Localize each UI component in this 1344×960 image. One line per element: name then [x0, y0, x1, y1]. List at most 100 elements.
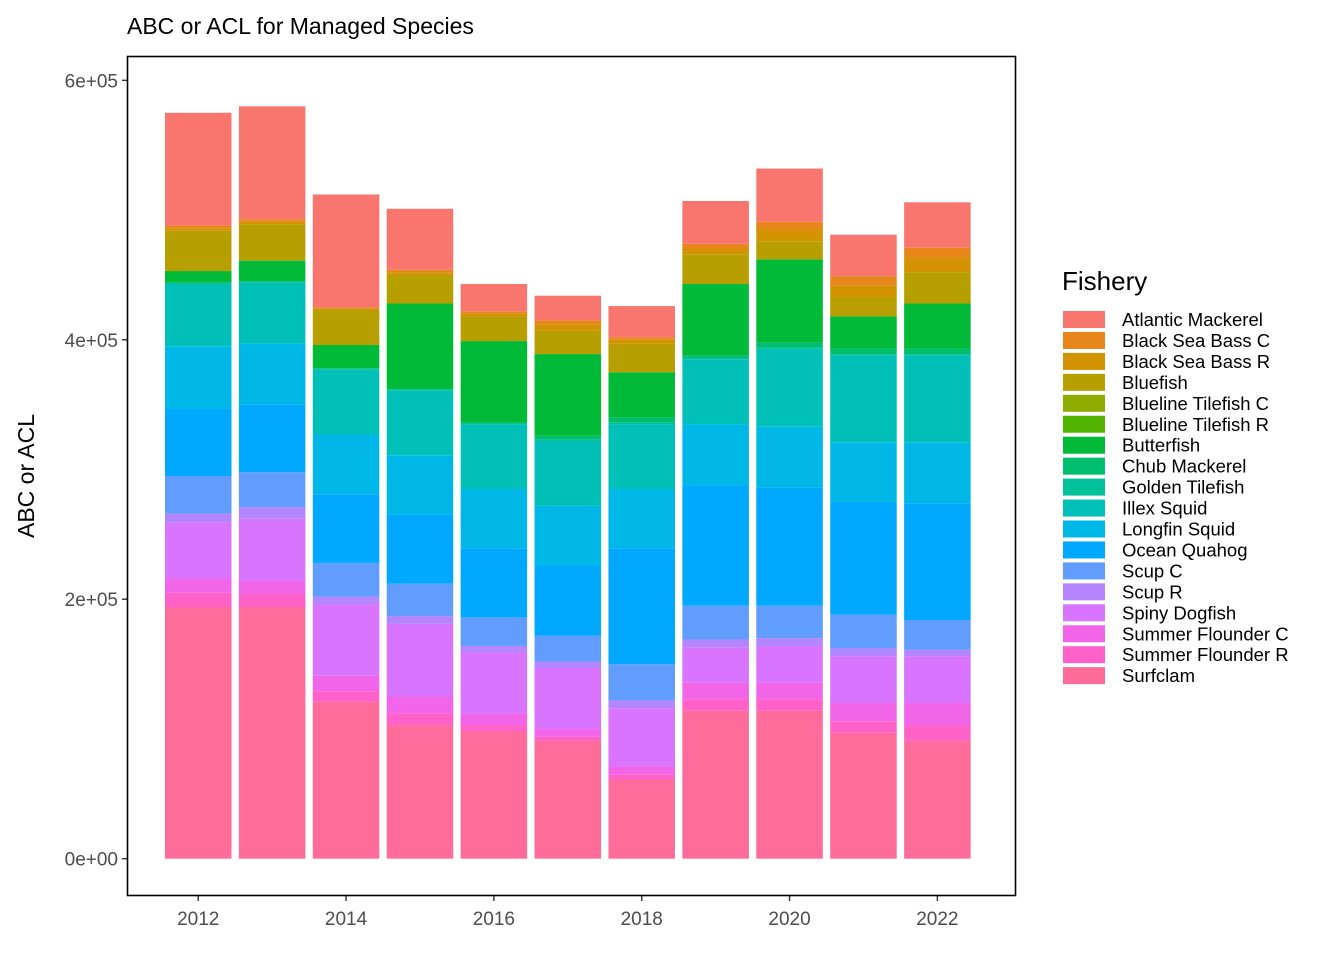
bar-segment: [460, 617, 528, 646]
bar-segment: [238, 260, 306, 282]
bar-segment: [830, 348, 897, 355]
legend-swatch: [1063, 499, 1105, 517]
bar-segment: [756, 241, 823, 260]
bar-segment: [386, 208, 454, 270]
legend-item: Blueline Tilefish C: [1063, 393, 1269, 414]
bar-segment: [460, 313, 528, 317]
bar-segment: [164, 346, 232, 409]
bar-segment: [460, 422, 528, 425]
bar-segment: [460, 316, 528, 342]
legend-item: Bluefish: [1063, 372, 1188, 393]
bar-segment: [386, 713, 454, 726]
bar-segment: [312, 369, 380, 435]
bar-segment: [682, 359, 749, 425]
bar-segment: [534, 728, 602, 737]
bar-segment: [386, 583, 454, 617]
bar-segment: [534, 435, 602, 440]
bar-segment: [312, 596, 380, 605]
bar-segment: [386, 725, 454, 859]
bar-segment: [756, 487, 823, 606]
legend-swatch: [1063, 457, 1105, 475]
legend-item: Illex Squid: [1063, 498, 1207, 519]
bar-segment: [608, 422, 675, 425]
bar-segment: [534, 565, 602, 636]
bar-segment: [756, 259, 823, 343]
bar-segment: [238, 281, 306, 283]
legend-item: Ocean Quahog: [1063, 539, 1247, 560]
bar-segment: [682, 254, 749, 285]
bar-segment: [682, 485, 749, 606]
bar-segment: [534, 354, 602, 436]
bar-segment: [608, 548, 675, 665]
bar-segment: [830, 656, 897, 704]
legend-label: Butterfish: [1122, 435, 1200, 456]
bar-segment: [608, 339, 675, 344]
bar-segment: [756, 426, 823, 488]
bar-segment: [830, 276, 897, 286]
bar-segment: [608, 417, 675, 423]
bar-segment: [312, 307, 380, 309]
y-tick-label: 6e+05: [65, 71, 118, 92]
bar-segment: [386, 616, 454, 624]
bar-segment: [608, 664, 675, 701]
x-tick-label: 2020: [768, 909, 810, 930]
legend-swatch: [1063, 331, 1105, 349]
legend-label: Atlantic Mackerel: [1122, 309, 1263, 330]
bar-segment: [756, 348, 823, 427]
x-tick-label: 2012: [177, 909, 219, 930]
bar-segment: [460, 731, 528, 859]
bar-segment: [682, 639, 749, 648]
bar-segment: [904, 725, 971, 741]
legend-swatch: [1063, 520, 1105, 538]
bar-segment: [386, 514, 454, 584]
legend-label: Summer Flounder C: [1122, 623, 1289, 644]
bar-segment: [904, 355, 971, 443]
bar-segment: [386, 274, 454, 304]
bar-segment: [164, 578, 232, 593]
bar-segment: [238, 518, 306, 582]
bar-segment: [164, 592, 232, 608]
bar-segment: [682, 248, 749, 255]
y-tick-label: 2e+05: [65, 590, 118, 611]
bar-segment: [460, 424, 528, 489]
legend-title: Fishery: [1062, 266, 1147, 296]
bar-segment: [386, 455, 454, 515]
bar-segment: [904, 348, 971, 355]
x-tick-label: 2014: [325, 909, 368, 930]
bar-segment: [830, 234, 897, 277]
legend-label: Scup R: [1122, 581, 1183, 602]
bar-segment: [534, 740, 602, 859]
bar-segment: [238, 106, 306, 220]
legend-label: Black Sea Bass R: [1122, 351, 1270, 372]
bar-segment: [756, 605, 823, 639]
bar-segment: [904, 303, 971, 349]
bar-segment: [682, 647, 749, 683]
bar-segment: [830, 354, 897, 356]
bar-segment: [904, 272, 971, 304]
bar-segment: [608, 766, 675, 775]
legend-swatch: [1063, 583, 1105, 601]
bar-segment: [904, 442, 971, 504]
bar-segment: [312, 344, 380, 369]
bar-segment: [904, 619, 971, 650]
bar-segment: [460, 488, 528, 549]
bar-segment: [682, 699, 749, 711]
bar-segment: [460, 311, 528, 314]
legend-swatch: [1063, 625, 1105, 643]
bar-segment: [904, 740, 971, 859]
bar-segment: [312, 368, 380, 370]
bar-segment: [830, 648, 897, 657]
bar-segment: [756, 710, 823, 859]
x-tick-label: 2022: [916, 909, 958, 930]
bar-segment: [608, 337, 675, 340]
bar-segment: [386, 272, 454, 275]
legend-label: Black Sea Bass C: [1122, 330, 1270, 351]
bar-segment: [238, 282, 306, 344]
bar-segment: [756, 638, 823, 646]
bar-segment: [608, 779, 675, 859]
bar-segment: [904, 649, 971, 657]
bar-segment: [534, 505, 602, 566]
bar-segment: [756, 682, 823, 700]
bar-segment: [312, 701, 380, 859]
